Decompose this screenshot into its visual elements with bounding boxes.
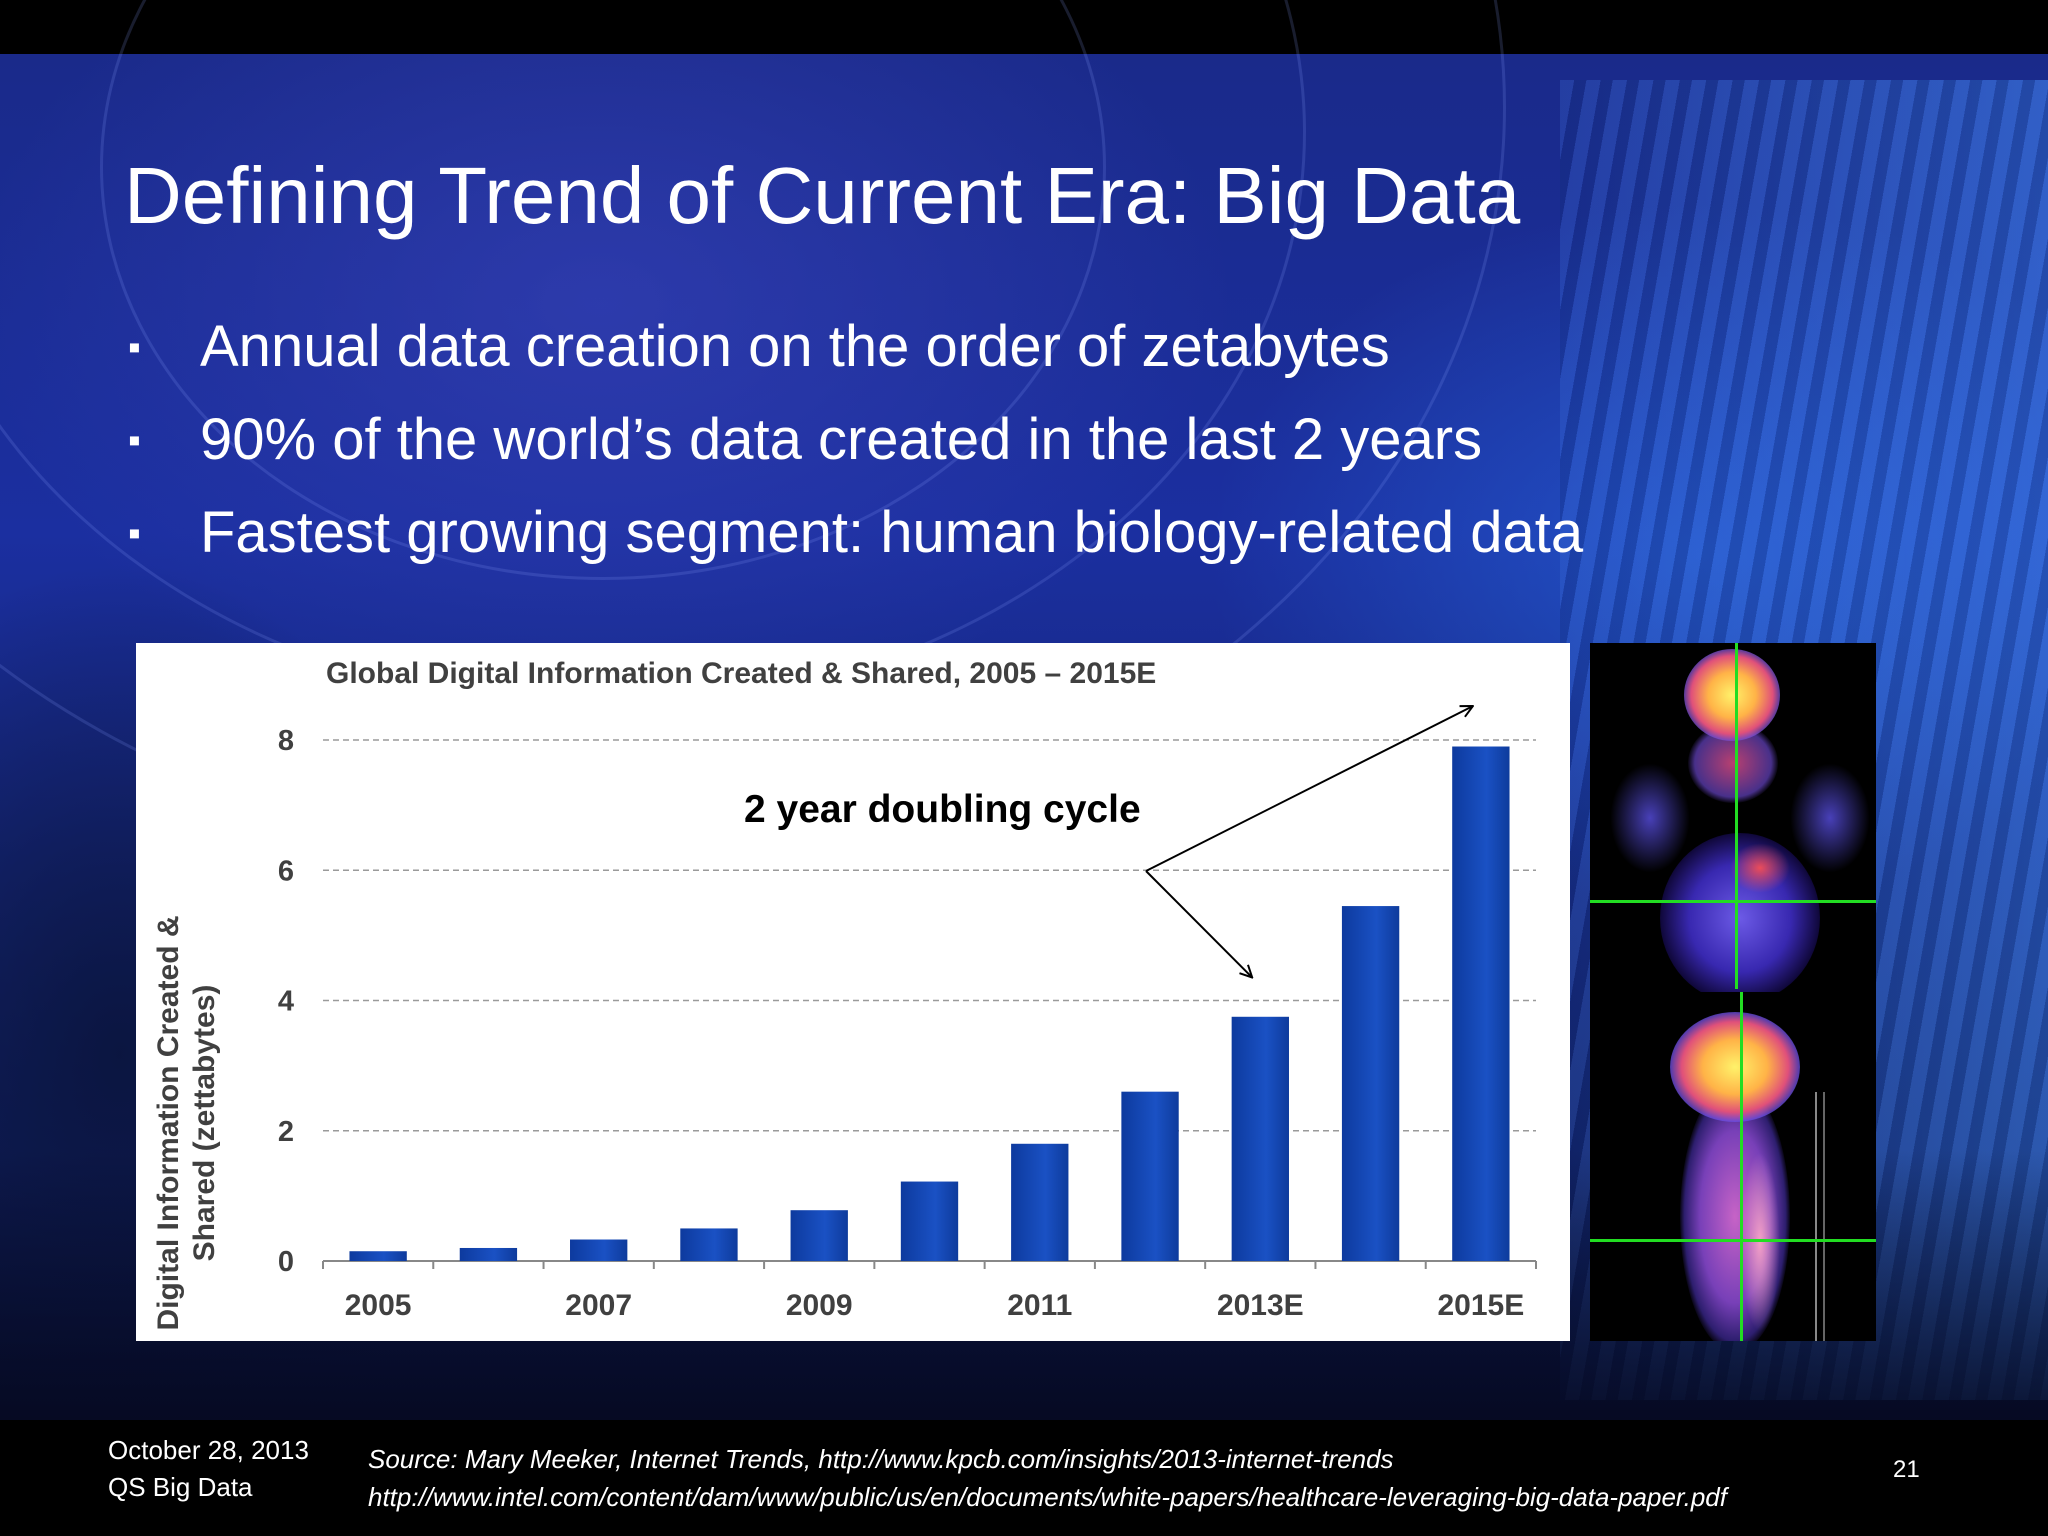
pet-scan-sagittal bbox=[1590, 992, 1876, 1341]
chart-title: Global Digital Information Created & Sha… bbox=[326, 657, 1156, 690]
y-axis-label-line1: Digital Information Created & bbox=[152, 915, 185, 1330]
x-tick-label: 2009 bbox=[786, 1289, 853, 1322]
bullet-icon: ▪ bbox=[128, 419, 141, 460]
x-tick-label: 2013E bbox=[1217, 1289, 1304, 1322]
y-tick-label: 4 bbox=[278, 986, 294, 1018]
source-line-1: Source: Mary Meeker, Internet Trends, ht… bbox=[368, 1444, 1394, 1474]
bar-2011 bbox=[1011, 1143, 1069, 1261]
x-tick-label: 2011 bbox=[1007, 1289, 1072, 1322]
bullet-list: ▪ Annual data creation on the order of ze… bbox=[124, 300, 1583, 579]
bar-2009 bbox=[790, 1210, 848, 1261]
x-tick-label: 2005 bbox=[345, 1289, 412, 1322]
bar-2014E bbox=[1341, 906, 1400, 1261]
annotation-arrow bbox=[1145, 870, 1251, 977]
annotation-text: 2 year doubling cycle bbox=[744, 788, 1141, 831]
bar-chart: Global Digital Information Created & Sha… bbox=[152, 657, 1537, 1331]
bullet-item: ▪ 90% of the world’s data created in the … bbox=[124, 393, 1583, 486]
bar-2008 bbox=[680, 1228, 738, 1261]
source-line-2: http://www.intel.com/content/dam/www/pub… bbox=[368, 1482, 1727, 1512]
bullet-text: Annual data creation on the order of zet… bbox=[200, 314, 1390, 379]
bullet-icon: ▪ bbox=[128, 326, 141, 367]
bullet-text: 90% of the world’s data created in the l… bbox=[200, 407, 1483, 472]
x-tick-label: 2015E bbox=[1437, 1289, 1524, 1322]
bullet-item: ▪ Annual data creation on the order of ze… bbox=[124, 300, 1583, 393]
footer-source: Source: Mary Meeker, Internet Trends, ht… bbox=[368, 1440, 1727, 1516]
pet-scan-images bbox=[1590, 643, 1876, 1341]
y-tick-label: 8 bbox=[278, 725, 294, 757]
bar-2010 bbox=[900, 1181, 959, 1261]
footer-event-text: QS Big Data bbox=[108, 1472, 253, 1502]
bar-2006 bbox=[459, 1247, 518, 1261]
footer-date: October 28, 2013 QS Big Data bbox=[108, 1432, 309, 1506]
page-number: 21 bbox=[1893, 1456, 1920, 1483]
slide-title: Defining Trend of Current Era: Big Data bbox=[124, 151, 1521, 240]
bar-2005 bbox=[349, 1251, 407, 1261]
annotation-arrow bbox=[1145, 707, 1472, 872]
bar-2015E bbox=[1452, 746, 1510, 1261]
x-tick-label: 2007 bbox=[565, 1289, 632, 1322]
y-tick-label: 6 bbox=[278, 855, 294, 887]
bar-2013E bbox=[1231, 1016, 1289, 1261]
y-tick-label: 0 bbox=[278, 1246, 294, 1278]
bar-2007 bbox=[570, 1239, 628, 1261]
bar-2012 bbox=[1121, 1091, 1179, 1261]
y-tick-label: 2 bbox=[278, 1116, 294, 1148]
footer-date-text: October 28, 2013 bbox=[108, 1435, 309, 1465]
bullet-item: ▪ Fastest growing segment: human biology-… bbox=[124, 486, 1583, 579]
bullet-icon: ▪ bbox=[128, 512, 141, 553]
bullet-text: Fastest growing segment: human biology-r… bbox=[200, 500, 1584, 565]
y-axis-label-line2: Shared (zettabytes) bbox=[188, 985, 221, 1262]
pet-scan-coronal bbox=[1590, 643, 1876, 1003]
chart-panel: Global Digital Information Created & Sha… bbox=[136, 643, 1570, 1341]
